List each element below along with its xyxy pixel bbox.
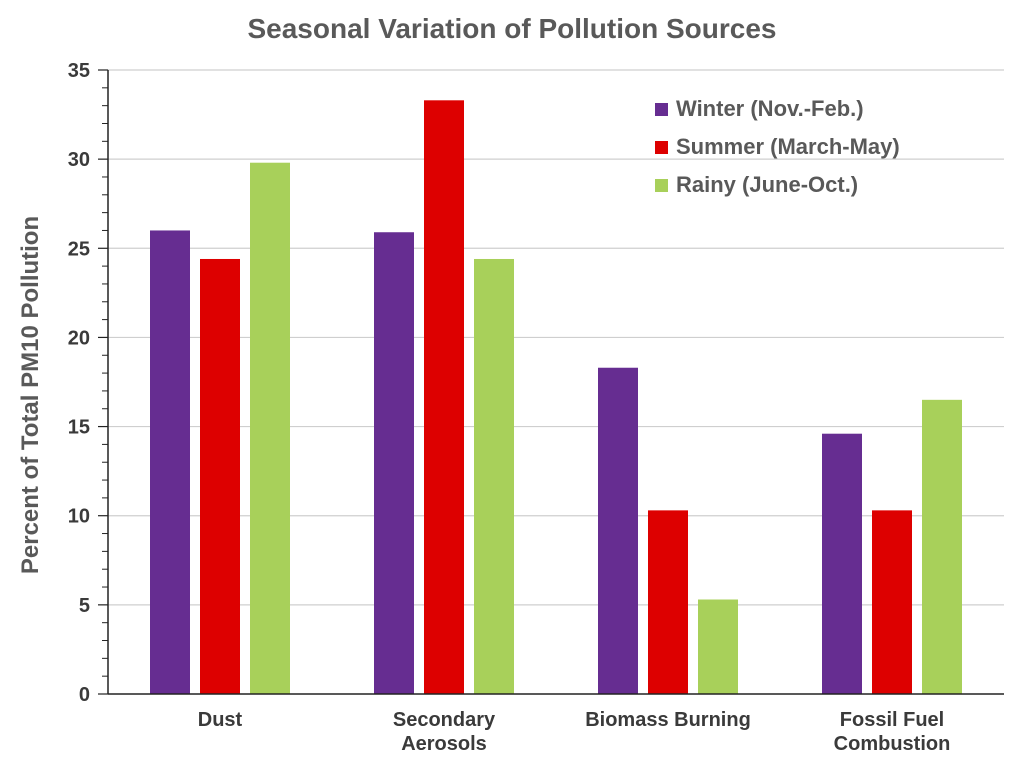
- y-tick-label: 30: [68, 149, 90, 171]
- y-axis-label: Percent of Total PM10 Pollution: [17, 216, 44, 574]
- legend-swatch: [655, 141, 668, 154]
- y-tick-label: 0: [79, 684, 90, 706]
- x-tick-label: Fossil Fuel Combustion: [834, 709, 951, 755]
- bar: [200, 258, 240, 694]
- bar: [598, 367, 638, 694]
- y-tick-label: 35: [68, 60, 90, 82]
- bar: [150, 230, 190, 694]
- y-tick-labels: 0 5 10 15 20 25 30 35: [68, 60, 90, 706]
- y-tick-label: 25: [68, 238, 90, 260]
- legend-swatch: [655, 179, 668, 192]
- x-tick-labels: Dust Secondary Aerosols Biomass Burning Foss…: [198, 709, 951, 755]
- legend: Winter (Nov.-Feb.) Summer (March-May) Rain…: [655, 96, 900, 197]
- chart-title: Seasonal Variation of Pollution Sources: [247, 13, 776, 44]
- y-tick-label: 20: [68, 327, 90, 349]
- bar: [922, 399, 962, 694]
- x-tick-label: Dust: [198, 709, 243, 731]
- bar: [648, 510, 688, 694]
- x-tick-label: Biomass Burning: [585, 709, 751, 731]
- bar: [474, 258, 514, 694]
- bar: [250, 162, 290, 695]
- y-tick-label: 15: [68, 417, 90, 439]
- y-tick-label: 5: [79, 595, 90, 617]
- legend-label: Rainy (June-Oct.): [676, 172, 858, 197]
- bar: [698, 599, 738, 694]
- bar: [424, 100, 464, 694]
- bars: [150, 100, 962, 695]
- legend-swatch: [655, 103, 668, 116]
- x-tick-label: Secondary Aerosols: [393, 709, 496, 755]
- bar: [822, 433, 862, 694]
- axes: [98, 69, 1004, 695]
- bar: [374, 232, 414, 695]
- bar: [872, 510, 912, 694]
- legend-label: Summer (March-May): [676, 134, 900, 159]
- y-tick-label: 10: [68, 506, 90, 528]
- legend-label: Winter (Nov.-Feb.): [676, 96, 864, 121]
